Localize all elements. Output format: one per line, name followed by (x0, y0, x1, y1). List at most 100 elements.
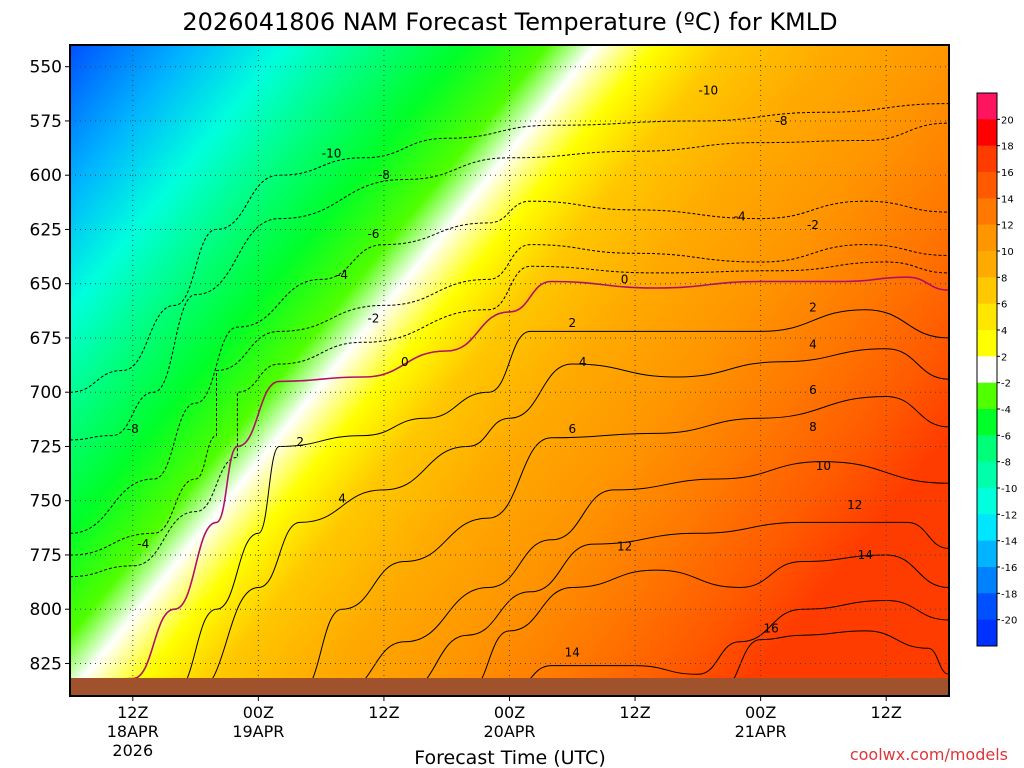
colorbar-swatch (977, 382, 997, 410)
colorbar-tick-label: 12 (1001, 221, 1014, 232)
colorbar-swatch (977, 251, 997, 278)
colorbar-tick-label: -8 (1001, 458, 1011, 469)
colorbar-tick-label: 2 (1001, 352, 1007, 363)
colorbar-swatch (977, 567, 997, 594)
gridlines (70, 45, 949, 696)
colorbar-tick-label: 16 (1001, 168, 1014, 179)
contour-label: -6 (367, 227, 379, 241)
colorbar-swatch (977, 145, 997, 173)
contour-label: 4 (809, 337, 817, 351)
contour-label: 14 (858, 548, 873, 562)
contour-line-2 (70, 122, 949, 441)
colorbar-frame (976, 92, 998, 647)
contour-label: -4 (336, 268, 348, 282)
chart-title: 2026041806 NAM Forecast Temperature (ºC)… (182, 8, 837, 36)
contour-label: 2 (809, 301, 817, 315)
contour-label: 6 (809, 383, 817, 397)
credit-text: coolwx.com/models (850, 745, 1008, 764)
colorbar-swatch (977, 119, 997, 147)
y-tick-label: 600 (30, 166, 62, 186)
colorbar-tick-label: 8 (1001, 273, 1007, 284)
colorbar-tick-label: -10 (1001, 484, 1017, 495)
contour-label: -2 (367, 311, 379, 325)
colorbar-swatch (977, 277, 997, 305)
colorbar-tick-label: -12 (1001, 510, 1017, 521)
contour-label: 4 (579, 355, 587, 369)
x-tick-label: 20APR (483, 722, 535, 741)
contour-label: 2 (568, 316, 576, 330)
contour-label: 0 (401, 355, 409, 369)
x-tick-label: 18APR (107, 722, 159, 741)
contour-line-5 (70, 261, 949, 578)
x-tick-label: 12Z (117, 703, 148, 722)
contour-label: 4 (338, 492, 346, 506)
colorbar-swatch (977, 330, 997, 357)
colorbar-tick-label: 10 (1001, 247, 1014, 258)
colorbar-swatch (977, 198, 997, 226)
colorbar-swatch (977, 619, 997, 647)
y-tick-label: 750 (30, 492, 62, 512)
y-tick-label: 675 (30, 329, 62, 349)
contour-label: -10 (322, 147, 342, 161)
contour-line-9 (300, 395, 949, 693)
colorbar-tick-label: -6 (1001, 431, 1011, 442)
colorbar-swatch (977, 356, 997, 384)
contour-label: -10 (699, 84, 719, 98)
contour-label: 16 (763, 622, 778, 636)
x-axis-title: Forecast Time (UTC) (414, 747, 605, 768)
contour-label: -4 (734, 209, 746, 223)
contour-label: -8 (776, 114, 788, 128)
contour-label: 10 (816, 459, 831, 473)
colorbar-swatch (977, 172, 997, 199)
y-tick-label: 550 (30, 58, 62, 78)
x-tick-label: 00Z (745, 703, 776, 722)
colorbar-swatch (977, 461, 997, 489)
colorbar-swatch (977, 224, 997, 252)
y-tick-label: 650 (30, 275, 62, 295)
y-tick-label: 700 (30, 383, 62, 403)
y-tick-label: 625 (30, 220, 62, 240)
colorbar-swatch (977, 514, 997, 542)
contour-labels: -10 -10 -8 -8 -6 -4 -4 -4 -2 -2 -8 0 0 2 2 2 4 4 4 6 6 8 10 12 1… (127, 84, 873, 660)
colorbar-swatch (977, 93, 997, 120)
colorbar-tick-label: 20 (1001, 115, 1014, 126)
colorbar-tick-label: -2 (1001, 379, 1011, 390)
contour-line-6 (70, 276, 949, 686)
x-tick-label: 00Z (243, 703, 274, 722)
contour-line-7 (174, 309, 949, 693)
colorbar-tick-label: 14 (1001, 194, 1014, 205)
contour-label: -2 (807, 218, 819, 232)
x-tick-label: 2026 (112, 741, 153, 760)
colorbar: 20 18 16 14 12 10 8 6 4 2 -2 -4 -6 -8 -10 -12 -14 -16 -18 -… (976, 92, 1017, 647)
x-tick-label: 00Z (494, 703, 525, 722)
colorbar-tick-label: 18 (1001, 142, 1014, 153)
contour-line-8 (195, 348, 949, 693)
x-tick-label: 12Z (368, 703, 399, 722)
colorbar-tick-label: -4 (1001, 405, 1011, 416)
y-tick-label: 825 (30, 654, 62, 674)
contour-label: 12 (847, 498, 862, 512)
colorbar-tick-label: 6 (1001, 300, 1007, 311)
x-tick-label: 21APR (735, 722, 787, 741)
y-tick-label: 575 (30, 112, 62, 132)
y-tick-label: 800 (30, 600, 62, 620)
contour-label: -8 (127, 422, 139, 436)
x-tick-label: 19APR (232, 722, 284, 741)
contour-line-1 (70, 103, 949, 393)
colorbar-tick-label: -20 (1001, 616, 1017, 627)
contour-label: -4 (137, 537, 149, 551)
contour-line-3 (70, 200, 949, 534)
colorbar-tick-label: -18 (1001, 589, 1017, 600)
contour-line-12 (467, 554, 949, 693)
contour-line-10 (342, 461, 949, 693)
contour-label: -8 (378, 168, 390, 182)
contour-line-13 (509, 599, 949, 693)
colorbar-swatch (977, 435, 997, 463)
y-tick-label: 725 (30, 437, 62, 457)
ground-surface (70, 678, 949, 696)
contour-line-14 (718, 630, 949, 693)
colorbar-swatch (977, 303, 997, 331)
colorbar-swatch (977, 593, 997, 621)
